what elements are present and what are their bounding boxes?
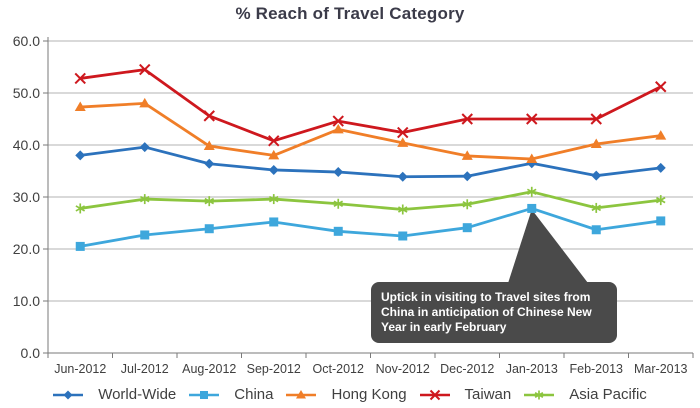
x-axis-label: Jan-2013 xyxy=(506,362,558,376)
legend-item-world-wide: World-Wide xyxy=(53,386,176,403)
legend-label-asia-pacific: Asia Pacific xyxy=(569,386,647,403)
square-marker-icon xyxy=(656,216,666,226)
y-axis-label: 50.0 xyxy=(13,85,40,101)
series-line-hong-kong xyxy=(78,102,663,161)
y-axis-label: 10.0 xyxy=(13,293,40,309)
triangle-marker-icon xyxy=(203,140,215,151)
x-marker-icon xyxy=(332,115,344,127)
series-line-china xyxy=(78,207,663,248)
triangle-marker-icon xyxy=(461,150,473,160)
x-marker-icon xyxy=(429,389,440,400)
asterisk-marker-icon xyxy=(462,201,473,208)
legend-label-china: China xyxy=(234,386,274,403)
x-axis-label: Mar-2013 xyxy=(634,362,688,376)
x-marker-icon xyxy=(74,72,86,85)
triangle-marker-icon xyxy=(655,130,667,140)
x-marker-icon xyxy=(397,126,409,139)
triangle-marker-icon xyxy=(397,137,409,147)
square-marker-icon xyxy=(140,230,150,240)
asterisk-marker-icon xyxy=(526,188,537,196)
asterisk-marker-icon xyxy=(268,195,279,203)
x-axis-label: Jun-2012 xyxy=(54,362,106,376)
diamond-marker-icon xyxy=(397,171,408,182)
triangle-marker-icon xyxy=(332,123,344,134)
square-marker-icon xyxy=(269,217,279,227)
diamond-marker-icon xyxy=(591,170,602,181)
chart-title: % Reach of Travel Category xyxy=(235,4,465,23)
triangle-marker-icon xyxy=(139,97,151,108)
x-marker-icon xyxy=(590,113,602,125)
legend-item-asia-pacific: Asia Pacific xyxy=(524,386,647,403)
legend-item-taiwan: Taiwan xyxy=(419,386,512,403)
y-axis-label: 40.0 xyxy=(13,137,40,153)
annotation-pointer xyxy=(507,209,589,284)
asterisk-marker-icon xyxy=(655,196,666,204)
legend-label-taiwan: Taiwan xyxy=(464,386,512,403)
legend-diamond-marker-icon xyxy=(53,390,84,399)
y-axis-label: 0.0 xyxy=(21,345,41,361)
legend-triangle-marker-icon xyxy=(286,389,317,398)
square-marker-icon xyxy=(204,224,214,234)
diamond-marker-icon xyxy=(75,150,86,161)
triangle-marker-icon xyxy=(590,138,602,148)
diamond-marker-icon xyxy=(462,171,473,182)
x-axis-label: Jul-2012 xyxy=(121,362,169,376)
asterisk-marker-icon xyxy=(204,197,215,205)
x-marker-icon xyxy=(268,135,280,147)
x-marker-icon xyxy=(461,113,473,125)
diamond-marker-icon xyxy=(63,390,73,399)
legend-asterisk-marker-icon xyxy=(524,390,555,399)
x-marker-icon xyxy=(655,81,667,93)
diamond-marker-icon xyxy=(655,162,666,173)
triangle-marker-icon xyxy=(296,389,307,398)
series-line-world-wide xyxy=(78,145,663,179)
legend-label-world-wide: World-Wide xyxy=(98,386,177,403)
x-axis-label: Aug-2012 xyxy=(182,362,236,376)
y-axis-label: 20.0 xyxy=(13,241,40,257)
legend-item-china: China xyxy=(189,386,273,403)
legend-square-marker-icon xyxy=(189,390,220,399)
asterisk-marker-icon xyxy=(397,206,408,213)
square-marker-icon xyxy=(398,231,408,241)
x-marker-icon xyxy=(203,110,215,122)
diamond-marker-icon xyxy=(333,167,344,178)
x-axis-label: Feb-2013 xyxy=(569,362,623,376)
asterisk-marker-icon xyxy=(534,391,544,398)
diamond-marker-icon xyxy=(204,158,215,169)
x-axis-label: Oct-2012 xyxy=(313,362,364,376)
series-line-taiwan xyxy=(78,68,663,143)
diamond-marker-icon xyxy=(139,142,150,153)
square-marker-icon xyxy=(527,203,537,213)
asterisk-marker-icon xyxy=(139,195,150,203)
diamond-marker-icon xyxy=(268,164,279,175)
x-axis-label: Sep-2012 xyxy=(247,362,301,376)
series-line-asia-pacific xyxy=(78,190,663,211)
asterisk-marker-icon xyxy=(75,205,86,212)
square-marker-icon xyxy=(200,390,209,399)
square-marker-icon xyxy=(591,225,601,235)
asterisk-marker-icon xyxy=(333,200,344,207)
square-marker-icon xyxy=(75,241,85,251)
x-marker-icon xyxy=(139,63,151,76)
triangle-marker-icon xyxy=(526,153,538,164)
legend-item-hong-kong: Hong Kong xyxy=(286,386,407,403)
square-marker-icon xyxy=(462,223,472,233)
annotation-callout: Uptick in visiting to Travel sites from … xyxy=(371,282,617,343)
legend-label-hong-kong: Hong Kong xyxy=(331,386,407,403)
annotation-text: Uptick in visiting to Travel sites from … xyxy=(381,290,592,334)
y-axis-label: 60.0 xyxy=(13,33,40,49)
legend-x-marker-icon xyxy=(419,389,450,400)
asterisk-marker-icon xyxy=(591,204,602,212)
x-marker-icon xyxy=(526,113,538,125)
x-axis-label: Nov-2012 xyxy=(376,362,430,376)
triangle-marker-icon xyxy=(268,149,280,160)
triangle-marker-icon xyxy=(74,101,86,112)
chart-legend: World-Wide China Hong Kong Taiwan Asia Pacif… xyxy=(0,386,700,403)
y-axis-label: 30.0 xyxy=(13,189,40,205)
square-marker-icon xyxy=(333,226,343,236)
x-axis-label: Dec-2012 xyxy=(440,362,494,376)
